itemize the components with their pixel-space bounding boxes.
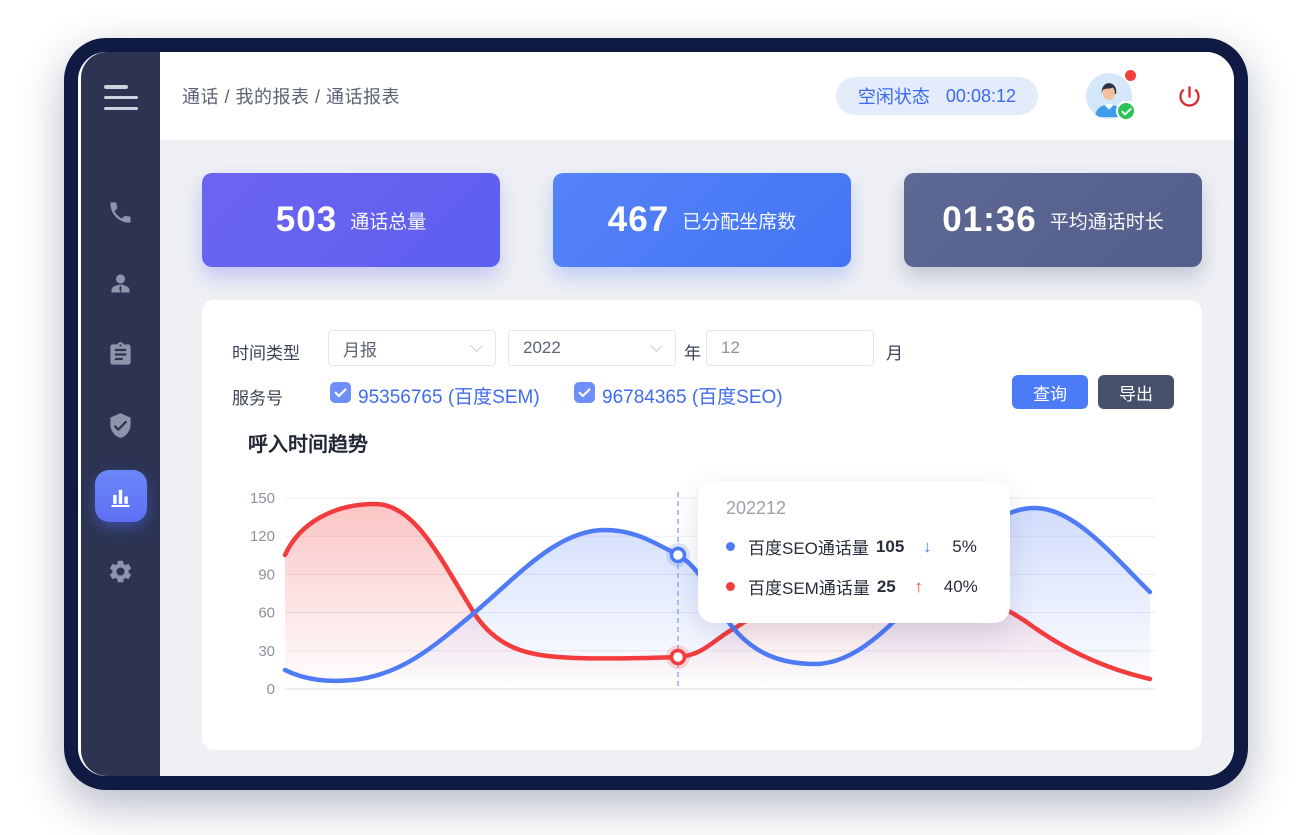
seo-area	[285, 508, 1150, 689]
report-card: 时间类型 月报 2022 年 月 服务号 95356765 (百度SEM)	[202, 300, 1202, 750]
sem-marker[interactable]	[666, 645, 690, 669]
hamburger-icon	[103, 85, 128, 89]
series-value: 105	[875, 536, 905, 556]
export-button[interactable]: 导出	[1098, 375, 1174, 409]
phone-icon	[110, 201, 131, 223]
service-label-seo[interactable]: 96784365 (百度SEO)	[602, 387, 783, 408]
check-icon	[578, 388, 591, 398]
stat-card-assigned-agents: 467 已分配坐席数	[553, 173, 851, 267]
tooltip-period: 202212	[726, 498, 787, 518]
service-label-sem[interactable]: 95356765 (百度SEM)	[358, 387, 540, 408]
gear-icon	[109, 560, 132, 582]
avatar[interactable]	[1086, 70, 1136, 121]
stat-value: 01:36	[942, 200, 1037, 239]
series-value: 25	[876, 576, 896, 596]
sidebar-item-quality[interactable]	[95, 399, 147, 451]
series-name: 百度SEO通话量	[748, 539, 869, 558]
month-suffix-label: 月	[886, 344, 903, 363]
stat-value: 503	[275, 200, 338, 239]
year-suffix-label: 年	[684, 344, 701, 363]
agent-status-badge[interactable]: 空闲状态 00:08:12	[835, 77, 1038, 115]
topbar: 通话 / 我的报表 / 通话报表 空闲状态 00:08:12	[160, 52, 1234, 140]
sidebar-item-settings[interactable]	[95, 545, 147, 597]
app-panel: 通话 / 我的报表 / 通话报表 空闲状态 00:08:12	[78, 52, 1234, 776]
y-axis-labels: 150 120 90 60 30 0	[250, 490, 275, 698]
series-percent: 5%	[952, 536, 977, 556]
service-checkbox-seo[interactable]	[574, 382, 595, 403]
stat-label: 平均通话时长	[1049, 211, 1164, 233]
notification-dot	[1125, 70, 1136, 81]
month-input[interactable]	[706, 330, 874, 366]
logout-power-button[interactable]	[1174, 81, 1204, 111]
seo-marker[interactable]	[666, 543, 690, 567]
time-type-label: 时间类型	[232, 344, 300, 363]
sidebar	[81, 52, 160, 776]
tooltip-row-sem: 百度SEM通话量 25 ↑ 40%	[726, 574, 1010, 599]
sidebar-item-agents[interactable]	[95, 257, 147, 309]
check-icon	[334, 388, 347, 398]
svg-text:150: 150	[250, 490, 275, 507]
arrow-down-icon: ↓	[923, 536, 932, 556]
svg-text:90: 90	[258, 566, 275, 583]
stat-cards: 503 通话总量 467 已分配坐席数 01:36 平均通话时长	[202, 173, 1202, 267]
year-select[interactable]: 2022	[508, 330, 676, 366]
stat-label: 已分配坐席数	[682, 211, 797, 233]
sidebar-item-records[interactable]	[95, 328, 147, 380]
clipboard-icon	[110, 341, 131, 365]
sidebar-item-calls[interactable]	[95, 186, 147, 238]
breadcrumb: 通话 / 我的报表 / 通话报表	[182, 87, 401, 107]
chart-title: 呼入时间趋势	[248, 434, 368, 456]
year-value: 2022	[523, 338, 561, 357]
online-check-badge	[1116, 101, 1136, 121]
svg-text:60: 60	[258, 605, 275, 622]
main-area: 通话 / 我的报表 / 通话报表 空闲状态 00:08:12	[160, 52, 1234, 776]
status-label: 空闲状态	[857, 87, 930, 107]
svg-text:120: 120	[250, 528, 275, 545]
service-number-label: 服务号	[232, 389, 283, 408]
query-button[interactable]: 查询	[1012, 375, 1088, 409]
tooltip-row-seo: 百度SEO通话量 105 ↓ 5%	[726, 534, 1010, 559]
series-name: 百度SEM通话量	[748, 579, 870, 598]
user-icon	[111, 274, 130, 292]
menu-toggle-button[interactable]	[103, 85, 138, 110]
stat-label: 通话总量	[350, 211, 427, 233]
status-timer: 00:08:12	[945, 85, 1016, 106]
stat-card-avg-duration: 01:36 平均通话时长	[904, 173, 1202, 267]
time-type-value: 月报	[343, 340, 377, 360]
sidebar-nav	[94, 186, 147, 597]
svg-text:30: 30	[258, 643, 275, 660]
series-percent: 40%	[943, 576, 978, 596]
chevron-down-icon	[470, 338, 483, 352]
chevron-down-icon	[650, 338, 663, 352]
bar-chart-icon	[111, 489, 130, 507]
svg-text:0: 0	[267, 681, 275, 698]
chart-tooltip: 202212 百度SEO通话量 105 ↓ 5% 百度SEM通话量 25 ↑ 4…	[698, 481, 1010, 623]
time-type-select[interactable]: 月报	[328, 330, 496, 366]
stat-card-total-calls: 503 通话总量	[202, 173, 500, 267]
seo-series-dot	[726, 542, 735, 551]
stat-value: 467	[607, 200, 670, 239]
app-frame: 通话 / 我的报表 / 通话报表 空闲状态 00:08:12	[64, 38, 1248, 790]
service-checkbox-sem[interactable]	[330, 382, 351, 403]
sidebar-item-reports[interactable]	[94, 470, 147, 522]
shield-check-icon	[110, 412, 131, 438]
power-icon	[1178, 85, 1200, 107]
check-icon	[1120, 107, 1132, 115]
arrow-up-icon: ↑	[914, 576, 924, 596]
sem-series-dot	[726, 582, 735, 591]
